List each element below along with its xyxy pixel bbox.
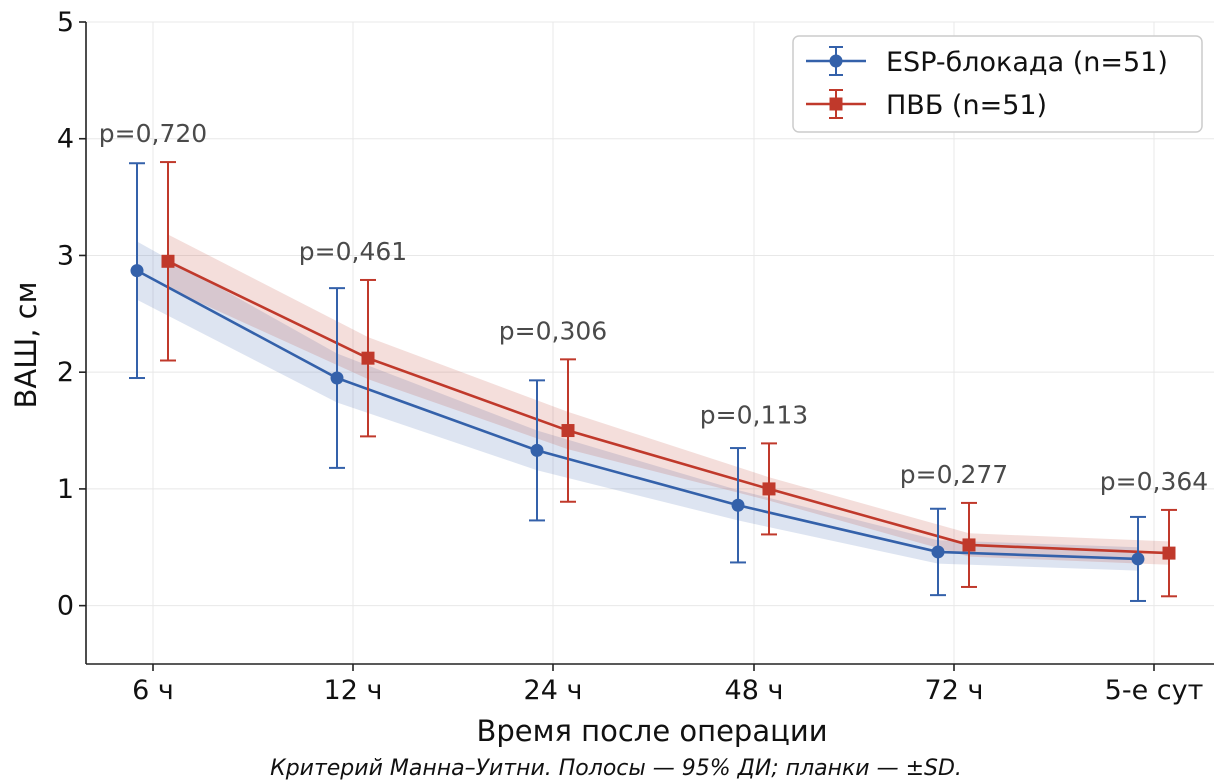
data-point [330, 371, 344, 385]
y-tick-label: 0 [57, 591, 74, 622]
y-axis-label: ВАШ, см [9, 281, 43, 408]
data-point [962, 538, 976, 552]
y-tick-label: 1 [57, 474, 74, 505]
series-markers [130, 254, 1176, 566]
data-point [762, 482, 776, 496]
legend-label: ESP-блокада (n=51) [886, 47, 1168, 78]
x-tick-label: 5-е сут [1105, 675, 1204, 706]
x-axis-label: Время после операции [476, 714, 827, 748]
y-tick-label: 5 [57, 7, 74, 38]
p-value-label: p=0,720 [99, 119, 207, 148]
ci-band-0 [137, 241, 1138, 571]
series-line-1 [167, 260, 1170, 555]
data-point [931, 545, 945, 559]
x-tick-label: 24 ч [524, 675, 583, 706]
p-value-label: p=0,461 [299, 237, 407, 266]
p-value-label: p=0,364 [1100, 467, 1208, 496]
legend-marker [829, 54, 843, 68]
x-tick-label: 72 ч [925, 675, 984, 706]
legend-marker [829, 97, 843, 111]
data-point [1131, 552, 1145, 566]
p-value-label: p=0,277 [900, 460, 1008, 489]
ci-band-1 [168, 234, 1169, 565]
sd-error-bars [129, 161, 1177, 602]
y-tick-label: 3 [57, 240, 74, 271]
series-lines [136, 260, 1170, 561]
y-tick-label: 2 [57, 357, 74, 388]
tick-labels: 0 1 2 3 4 5 6 ч 12 ч 24 ч 48 ч 72 ч 5-е сут [57, 7, 1204, 706]
data-point [530, 443, 544, 457]
data-point [130, 264, 144, 278]
data-point [361, 351, 375, 365]
x-tick-label: 6 ч [132, 675, 174, 706]
ci-bands [137, 234, 1169, 571]
data-point [731, 498, 745, 512]
p-value-labels: p=0,720 p=0,461 p=0,306 p=0,113 p=0,277 p=0,3… [99, 119, 1208, 496]
legend-label: ПВБ (n=51) [886, 90, 1047, 121]
series-line-0 [136, 269, 1139, 561]
data-point [161, 254, 175, 268]
x-tick-label: 48 ч [725, 675, 784, 706]
x-tick-label: 12 ч [324, 675, 383, 706]
legend-frame [792, 35, 1203, 133]
legend: ESP-блокада (n=51) ПВБ (n=51) [792, 35, 1203, 133]
p-value-label: p=0,306 [499, 316, 607, 345]
chart-caption: Критерий Манна–Уитни. Полосы — 95% ДИ; п… [270, 756, 962, 781]
data-point [1162, 546, 1176, 560]
y-tick-label: 4 [57, 124, 74, 155]
p-value-label: p=0,113 [700, 400, 808, 429]
axes [85, 22, 1214, 665]
data-point [561, 424, 575, 438]
